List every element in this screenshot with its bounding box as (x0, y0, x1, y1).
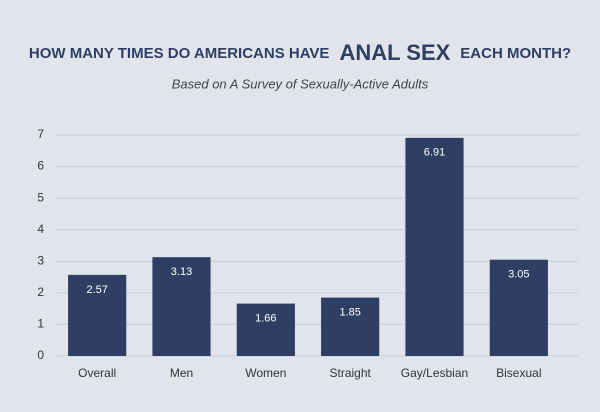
value-label: 1.66 (255, 312, 276, 324)
y-tick-label: 6 (37, 159, 44, 173)
y-tick-label: 0 (37, 348, 44, 362)
bar (321, 297, 380, 356)
value-label: 3.05 (508, 269, 529, 281)
bar (152, 257, 211, 356)
x-tick-label: Bisexual (496, 366, 541, 380)
bar (405, 137, 464, 356)
y-tick-label: 5 (37, 190, 44, 204)
value-label: 2.57 (86, 284, 107, 296)
title-part: EACH MONTH? (460, 45, 571, 62)
y-tick-label: 7 (37, 127, 44, 141)
x-tick-label: Men (170, 366, 193, 380)
chart-title: HOW MANY TIMES DO AMERICANS HAVE ANAL SEX… (29, 40, 571, 65)
y-tick-label: 3 (37, 253, 44, 267)
value-label: 1.85 (339, 306, 360, 318)
y-tick-label: 4 (37, 222, 44, 236)
bar (68, 274, 127, 356)
x-tick-label: Overall (78, 366, 116, 380)
bar (236, 303, 295, 356)
value-label: 3.13 (171, 266, 192, 278)
title-emphasis: ANAL SEX (339, 40, 450, 65)
title-part: HOW MANY TIMES DO AMERICANS HAVE (29, 45, 330, 62)
bar (489, 259, 548, 356)
value-label: 6.91 (424, 147, 445, 159)
x-tick-label: Gay/Lesbian (401, 366, 468, 380)
x-tick-label: Straight (329, 366, 371, 380)
y-tick-label: 1 (37, 317, 44, 331)
chart-subtitle: Based on A Survey of Sexually-Active Adu… (172, 76, 429, 91)
y-tick-label: 2 (37, 285, 44, 299)
x-tick-label: Women (245, 366, 286, 380)
